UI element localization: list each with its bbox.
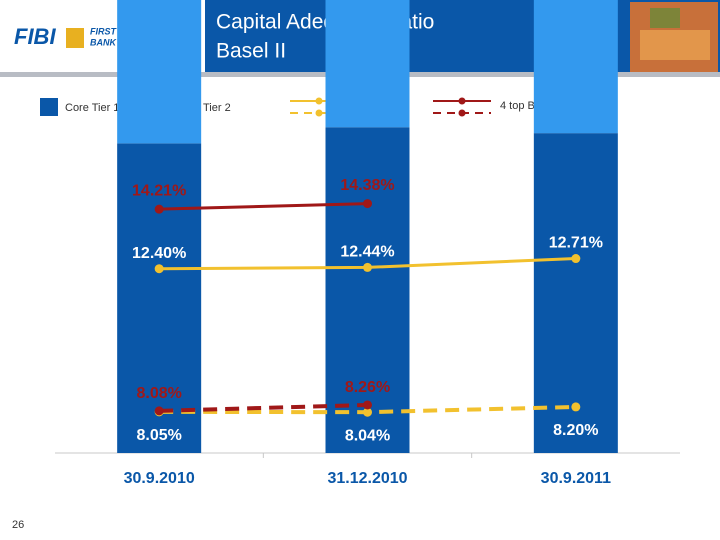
dashed-line (159, 402, 368, 413)
value-label: 12.44% (340, 244, 394, 261)
bar (117, 143, 202, 454)
point (571, 254, 581, 264)
bar (325, 0, 410, 128)
legend-swatch (40, 98, 58, 116)
point (363, 262, 372, 272)
title: Basel II (216, 40, 286, 63)
value-label: 14.38% (340, 177, 394, 194)
point (571, 402, 581, 412)
point (154, 204, 164, 214)
value-label: 8.20% (553, 422, 598, 439)
value-label: 12.71% (549, 235, 603, 252)
point (154, 406, 164, 416)
point (363, 400, 372, 410)
value-label: 8.08% (136, 385, 181, 402)
legend-dot (458, 109, 466, 117)
x-tick-label: 30.9.2011 (541, 470, 611, 487)
photo-detail (650, 8, 680, 28)
bar (325, 127, 410, 453)
line (159, 202, 368, 211)
x-tick-label: 30.9.2010 (124, 470, 195, 487)
logo-mark (66, 28, 84, 48)
value-label: 8.04% (345, 427, 390, 444)
legend-label: Tier 2 (203, 102, 231, 114)
x-tick-label: 31.12.2010 (327, 470, 407, 487)
value-label: 8.05% (136, 427, 181, 444)
bar (533, 133, 618, 454)
point (363, 199, 372, 209)
bar (533, 0, 618, 134)
value-label: 12.40% (132, 245, 186, 262)
legend-dot (315, 97, 323, 105)
point (154, 264, 164, 274)
bar (117, 0, 202, 144)
legend-dot (315, 109, 323, 117)
value-label: 14.21% (132, 182, 186, 199)
legend-label: Core Tier 1 (65, 102, 119, 114)
point (363, 407, 372, 417)
legend-dot (458, 97, 466, 105)
logo: FIBI (14, 24, 56, 49)
page-number: 26 (12, 519, 24, 531)
photo-detail (640, 30, 710, 60)
value-label: 8.26% (345, 379, 390, 396)
